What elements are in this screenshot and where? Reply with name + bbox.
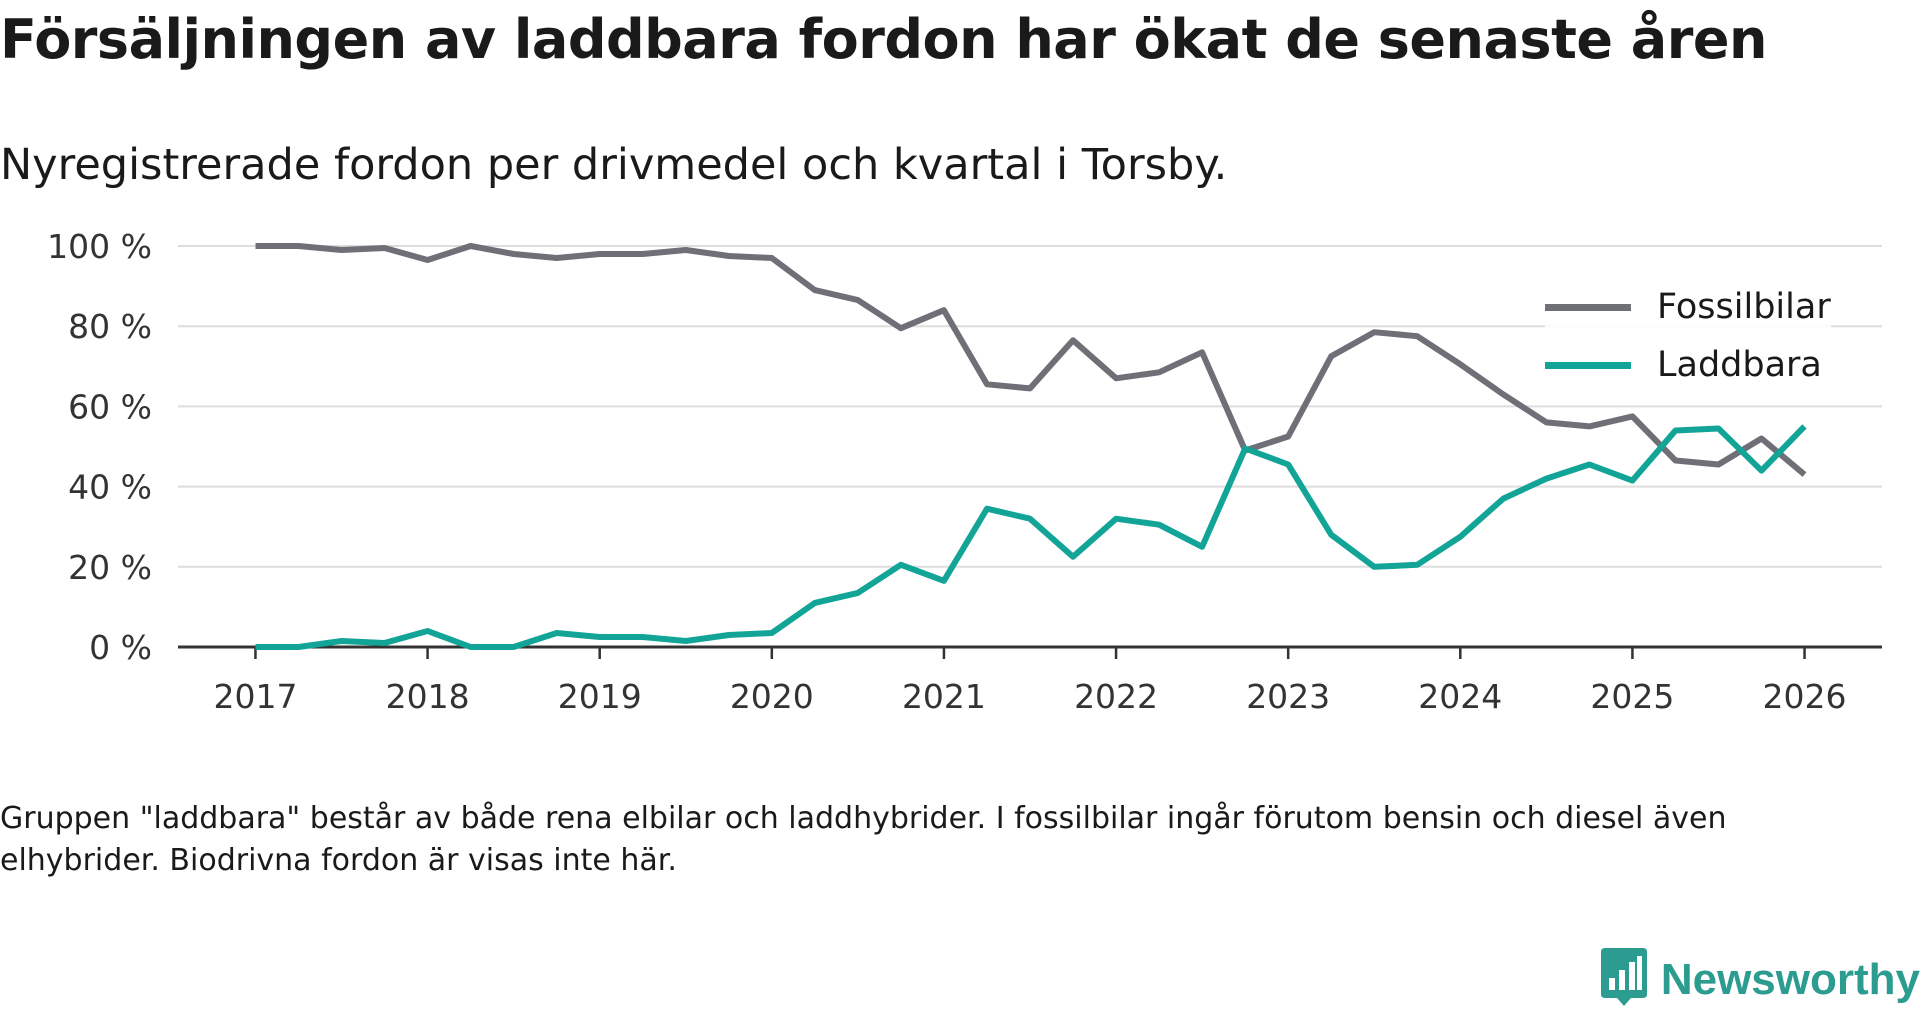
- x-axis: 2017 2018 2019 2020 2021 2022 2023 2024 2025 2026: [178, 645, 1882, 716]
- x-tick-label-2020: 2020: [730, 677, 814, 716]
- legend-label-laddbara: Laddbara: [1657, 345, 1822, 385]
- y-axis: 0 % 20 % 40 % 60 % 80 % 100 %: [47, 227, 152, 667]
- y-tick-label-60: 60 %: [68, 387, 152, 426]
- y-tick-label-0: 0 %: [89, 628, 152, 667]
- series-line-laddbara: [255, 424, 1807, 650]
- legend: Fossilbilar Laddbara: [1545, 278, 1831, 394]
- brand-name: Newsworthy: [1660, 955, 1920, 1004]
- series-layer: [255, 243, 1807, 650]
- x-tick-label-2023: 2023: [1246, 677, 1330, 716]
- chart-title: Försäljningen av laddbara fordon har öka…: [0, 8, 1767, 71]
- x-tick-label-2024: 2024: [1418, 677, 1502, 716]
- x-tick-label-2022: 2022: [1074, 677, 1158, 716]
- y-tick-label-80: 80 %: [68, 307, 152, 346]
- y-tick-label-40: 40 %: [68, 468, 152, 507]
- x-tick-label-2025: 2025: [1590, 677, 1674, 716]
- footnote: Gruppen "laddbara" består av både rena e…: [0, 801, 1727, 878]
- chart-subtitle: Nyregistrerade fordon per drivmedel och …: [0, 140, 1228, 190]
- x-tick-label-2026: 2026: [1763, 677, 1847, 716]
- brand[interactable]: Newsworthy: [1599, 948, 1920, 1012]
- legend-swatch-fossilbilar: [1545, 303, 1631, 311]
- legend-item-laddbara[interactable]: Laddbara: [1545, 336, 1831, 394]
- series-line-fossilbilar: [255, 243, 1807, 477]
- x-tick-label-2018: 2018: [386, 677, 470, 716]
- x-tick-label-2021: 2021: [902, 677, 986, 716]
- y-tick-label-100: 100 %: [47, 227, 152, 266]
- newsworthy-logo-icon: [1599, 948, 1649, 1012]
- legend-item-fossilbilar[interactable]: Fossilbilar: [1545, 278, 1831, 336]
- y-tick-label-20: 20 %: [68, 548, 152, 587]
- legend-swatch-laddbara: [1545, 361, 1631, 369]
- line-chart: 0 % 20 % 40 % 60 % 80 % 100 % 2017 2018 2019 202…: [47, 227, 1882, 716]
- legend-label-fossilbilar: Fossilbilar: [1657, 287, 1831, 327]
- x-tick-label-2017: 2017: [213, 677, 297, 716]
- x-tick-label-2019: 2019: [558, 677, 642, 716]
